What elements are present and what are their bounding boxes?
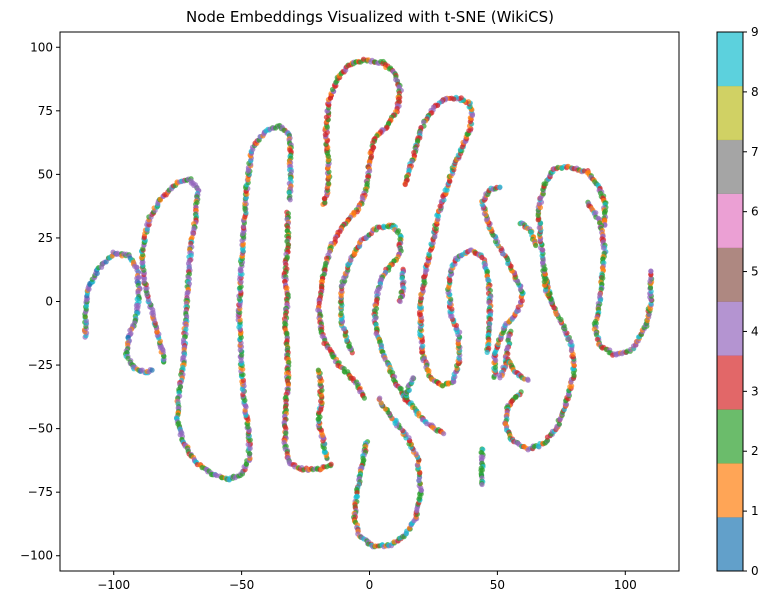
x-tick-label: 50 — [490, 578, 505, 592]
scatter-point — [315, 367, 321, 373]
scatter-point — [338, 310, 344, 317]
chart-title: Node Embeddings Visualized with t-SNE (W… — [186, 8, 554, 26]
scatter-point — [149, 367, 155, 373]
colorbar-tick-label: 0 — [751, 564, 759, 578]
x-tick-label: 100 — [614, 578, 637, 592]
colorbar: 0 1 2 3 4 5 6 7 8 9 — [716, 25, 759, 578]
scatter-point — [497, 375, 503, 381]
scatter-point — [328, 461, 334, 467]
colorbar-segment — [717, 301, 743, 356]
colorbar-tick-label: 2 — [751, 444, 759, 458]
y-tick-label: 100 — [30, 40, 53, 54]
y-tick-label: −25 — [28, 358, 53, 372]
x-tick-label: 0 — [366, 578, 374, 592]
colorbar-tick-label: 8 — [751, 85, 759, 99]
colorbar-segment — [717, 463, 743, 518]
scatter-point — [441, 431, 447, 437]
y-tick-label: 25 — [38, 231, 53, 245]
colorbar-segment — [717, 139, 743, 194]
colorbar-segment — [717, 517, 743, 572]
scatter-point — [648, 268, 654, 274]
y-tick-label: 50 — [38, 167, 53, 181]
scatter-point — [525, 377, 531, 383]
scatter-point — [479, 481, 485, 488]
colorbar-segment — [717, 247, 743, 302]
scatter-point — [353, 494, 359, 500]
scatter-point — [484, 349, 490, 355]
y-tick-label: −75 — [28, 485, 53, 499]
colorbar-frame — [716, 31, 744, 572]
y-tick-label: 0 — [45, 295, 53, 309]
x-tick-label: −50 — [229, 578, 254, 592]
colorbar-tick-label: 7 — [751, 145, 759, 159]
scatter-point — [397, 298, 403, 305]
y-axis: −100 −75 −50 −25 0 25 50 75 100 — [20, 40, 60, 563]
scatter-point — [361, 395, 367, 401]
scatter-point — [402, 181, 408, 188]
colorbar-tick-label: 1 — [751, 504, 759, 518]
colorbar-tick-label: 3 — [751, 384, 759, 398]
colorbar-segment — [717, 85, 743, 141]
y-tick-label: 75 — [38, 104, 53, 118]
colorbar-tick-label: 5 — [751, 265, 759, 279]
scatter-point — [421, 119, 427, 125]
colorbar-tick-label: 6 — [751, 205, 759, 219]
colorbar-segment — [717, 409, 743, 464]
colorbar-tick-label: 9 — [751, 25, 759, 39]
x-tick-label: −100 — [97, 578, 130, 592]
y-tick-label: −50 — [28, 422, 53, 436]
colorbar-segment — [717, 193, 743, 248]
plot-frame — [59, 31, 680, 572]
scatter-point — [377, 395, 383, 401]
scatter-point — [410, 375, 416, 381]
scatter-points — [81, 56, 655, 550]
colorbar-segment — [717, 355, 743, 410]
scatter-point — [533, 242, 539, 249]
colorbar-tick-label: 4 — [751, 324, 759, 338]
colorbar-segment — [717, 32, 743, 87]
scatter-point — [287, 197, 293, 203]
x-axis: −100 −50 0 50 100 — [97, 571, 637, 592]
scatter-point — [600, 245, 607, 251]
scatter-point — [497, 184, 503, 190]
y-tick-label: −100 — [20, 549, 53, 563]
scatter-point — [381, 223, 387, 229]
